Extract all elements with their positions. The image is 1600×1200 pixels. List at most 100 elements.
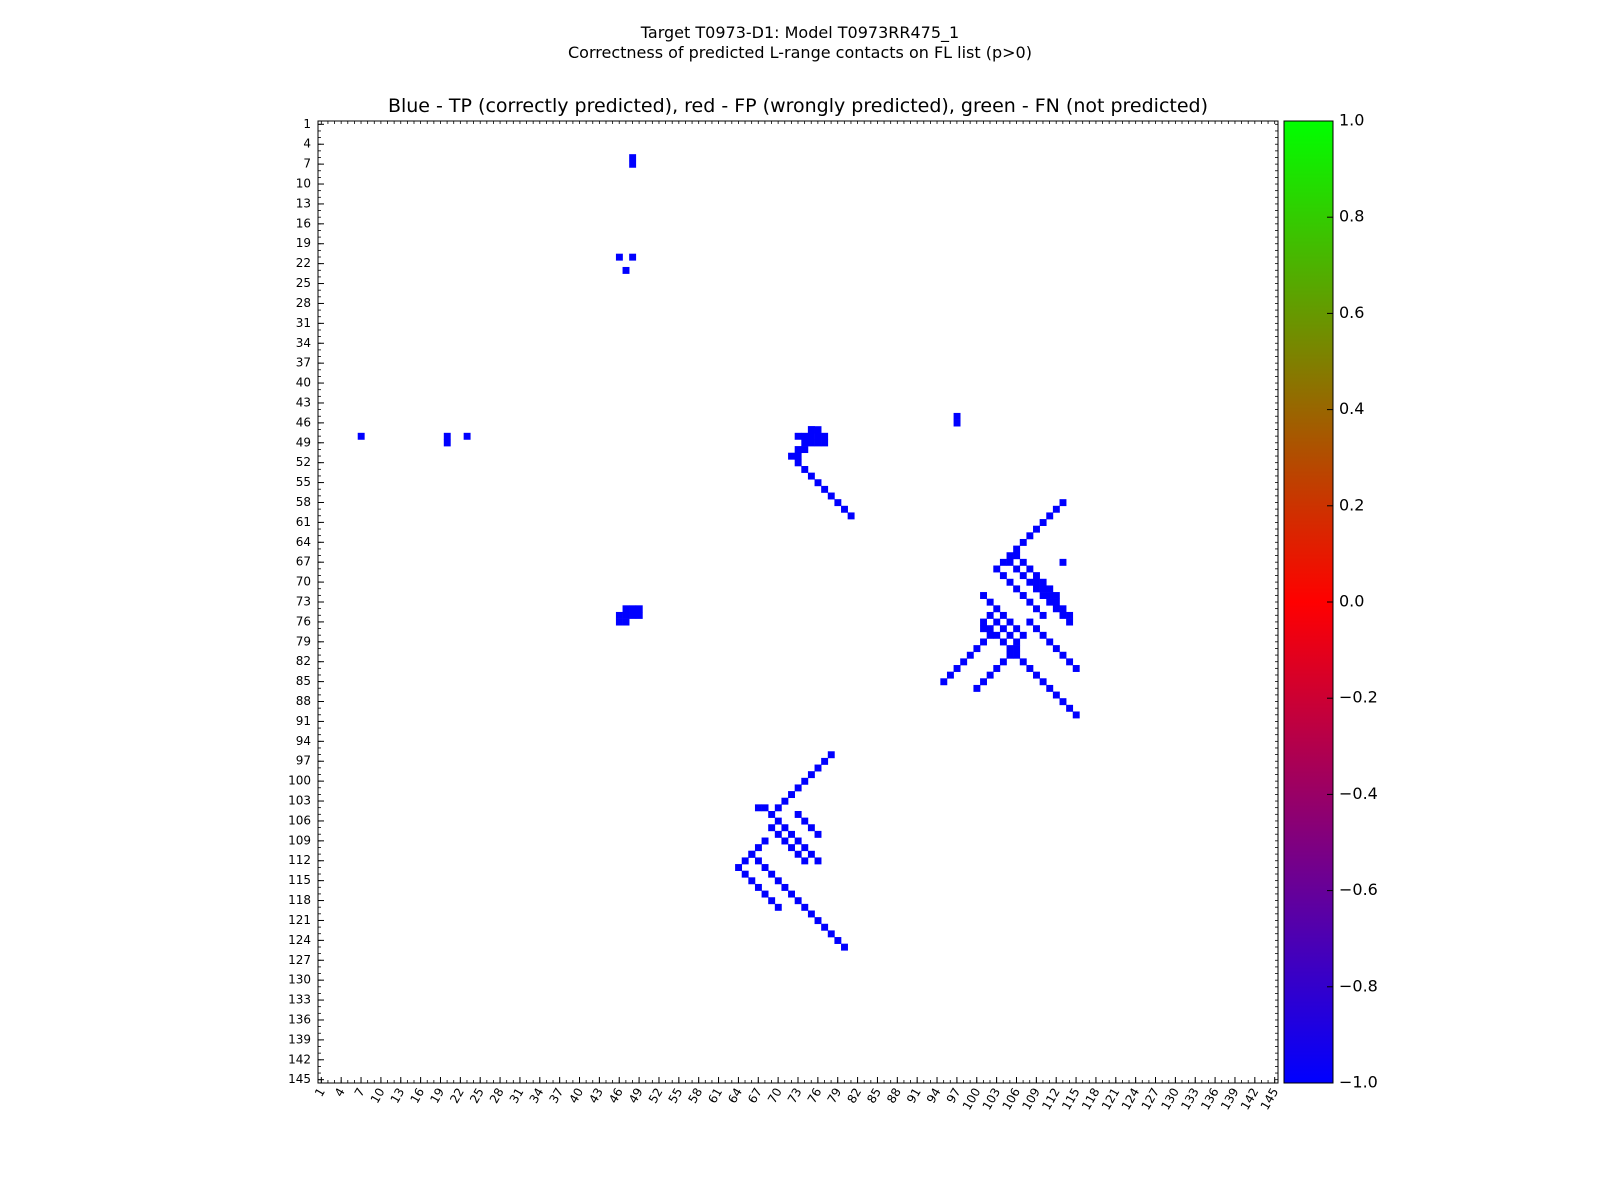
contact-cell-tp xyxy=(735,864,743,871)
contact-cell-tp xyxy=(761,837,769,845)
x-tick-label: 19 xyxy=(427,1086,447,1106)
contact-cell-tp xyxy=(1052,598,1060,606)
contact-cell-tp xyxy=(807,771,815,779)
contact-cell-tp xyxy=(622,618,630,626)
contact-cell-tp xyxy=(635,611,643,619)
contact-cell-tp xyxy=(788,890,795,898)
contact-cell-tp xyxy=(801,844,809,852)
contact-cell-tp xyxy=(986,631,994,639)
contact-cell-tp xyxy=(1046,598,1054,606)
x-tick-label: 16 xyxy=(407,1086,427,1106)
contact-cell-tp xyxy=(1059,558,1067,566)
contact-cell-tp xyxy=(1052,691,1060,699)
y-tick-label: 136 xyxy=(288,1012,311,1026)
contact-cell-tp xyxy=(821,923,829,931)
contact-cell-tp xyxy=(1066,618,1074,626)
colorbar xyxy=(1283,120,1334,1084)
contact-cell-tp xyxy=(801,777,809,785)
contact-cell-tp xyxy=(1039,611,1047,619)
x-tick-label: 100 xyxy=(960,1086,984,1113)
x-tick-label: 112 xyxy=(1039,1086,1063,1113)
contact-cell-tp xyxy=(834,937,842,944)
contact-cell-tp xyxy=(821,439,829,447)
contact-cell-tp xyxy=(807,426,815,434)
contact-cell-tp xyxy=(1026,565,1034,573)
contact-cell-tp xyxy=(615,253,623,261)
contact-cell-tp xyxy=(781,824,789,832)
contact-cell-tp xyxy=(754,804,762,812)
contact-cell-tp xyxy=(748,850,756,858)
plot-frame xyxy=(317,120,1279,1084)
contact-cell-tp xyxy=(1033,578,1040,586)
contact-cell-tp xyxy=(1033,625,1040,633)
y-tick-label: 1 xyxy=(303,117,311,131)
contact-cell-tp xyxy=(794,810,802,818)
y-tick-label: 43 xyxy=(296,395,311,409)
contact-cell-tp xyxy=(463,432,471,440)
contact-cell-tp xyxy=(615,611,623,619)
y-tick-label: 34 xyxy=(296,336,311,350)
contact-cell-tp xyxy=(814,917,822,925)
y-tick-label: 4 xyxy=(303,137,311,151)
contact-cell-tp xyxy=(801,817,809,825)
contact-cell-tp xyxy=(1026,618,1034,626)
x-tick-label: 70 xyxy=(765,1086,785,1106)
y-tick-label: 28 xyxy=(296,296,311,310)
contact-cell-tp xyxy=(794,850,802,858)
colorbar-tick-label: 1.0 xyxy=(1339,111,1364,130)
contact-cell-tp xyxy=(966,651,974,659)
contact-cell-tp xyxy=(629,605,637,613)
contact-cell-tp xyxy=(1006,651,1014,659)
contact-cell-tp xyxy=(774,877,782,885)
x-tick-label: 118 xyxy=(1079,1086,1103,1113)
x-tick-label: 121 xyxy=(1099,1086,1123,1113)
y-tick-label: 64 xyxy=(296,535,311,549)
contact-cell-tp xyxy=(993,665,1001,672)
y-tick-label: 73 xyxy=(296,595,311,609)
x-tick-label: 1 xyxy=(312,1086,328,1100)
x-tick-label: 91 xyxy=(904,1086,924,1106)
contact-cell-tp xyxy=(1013,651,1021,659)
contact-cell-tp xyxy=(999,558,1007,566)
x-tick-label: 10 xyxy=(368,1086,388,1106)
contact-cell-tp xyxy=(1019,572,1027,580)
contact-cell-tp xyxy=(827,930,835,938)
contact-cell-tp xyxy=(814,479,822,487)
contact-cell-tp xyxy=(781,883,789,891)
contact-cell-tp xyxy=(1059,651,1067,659)
y-tick-label: 121 xyxy=(288,913,311,927)
y-tick-label: 25 xyxy=(296,276,311,290)
contact-cell-tp xyxy=(999,638,1007,646)
y-tick-label: 40 xyxy=(296,376,311,390)
colorbar-tick-label: −0.6 xyxy=(1339,880,1378,899)
contact-cell-tp xyxy=(1039,585,1047,593)
contact-cell-tp xyxy=(1006,645,1014,653)
x-tick-label: 130 xyxy=(1158,1086,1182,1113)
contact-cell-tp xyxy=(1066,704,1074,712)
plot-title: Blue - TP (correctly predicted), red - F… xyxy=(387,95,1209,117)
x-tick-label: 142 xyxy=(1238,1086,1262,1113)
contact-cell-tp xyxy=(1052,505,1060,513)
x-tick-label: 124 xyxy=(1119,1086,1143,1113)
contact-cell-tp xyxy=(1019,538,1027,546)
contact-cell-tp xyxy=(741,870,749,878)
x-tick-label: 52 xyxy=(646,1086,666,1106)
figure-title: Target T0973-D1: Model T0973RR475_1 xyxy=(640,23,960,42)
contact-cell-tp xyxy=(357,432,365,440)
contact-cell-tp xyxy=(615,618,623,626)
x-tick-label: 34 xyxy=(527,1086,547,1106)
contact-cell-tp xyxy=(807,850,815,858)
contact-cell-tp xyxy=(801,857,809,865)
y-tick-label: 16 xyxy=(296,216,311,230)
contact-cell-tp xyxy=(814,432,822,440)
y-tick-label: 139 xyxy=(288,1032,311,1046)
x-tick-label: 13 xyxy=(388,1086,408,1106)
contact-cell-tp xyxy=(999,658,1007,666)
x-tick-label: 58 xyxy=(686,1086,706,1106)
contact-cell-tp xyxy=(1059,499,1067,507)
y-tick-label: 88 xyxy=(296,694,311,708)
contact-cell-tp xyxy=(807,439,815,447)
contact-cell-tp xyxy=(443,439,451,447)
y-tick-label: 145 xyxy=(288,1072,311,1086)
